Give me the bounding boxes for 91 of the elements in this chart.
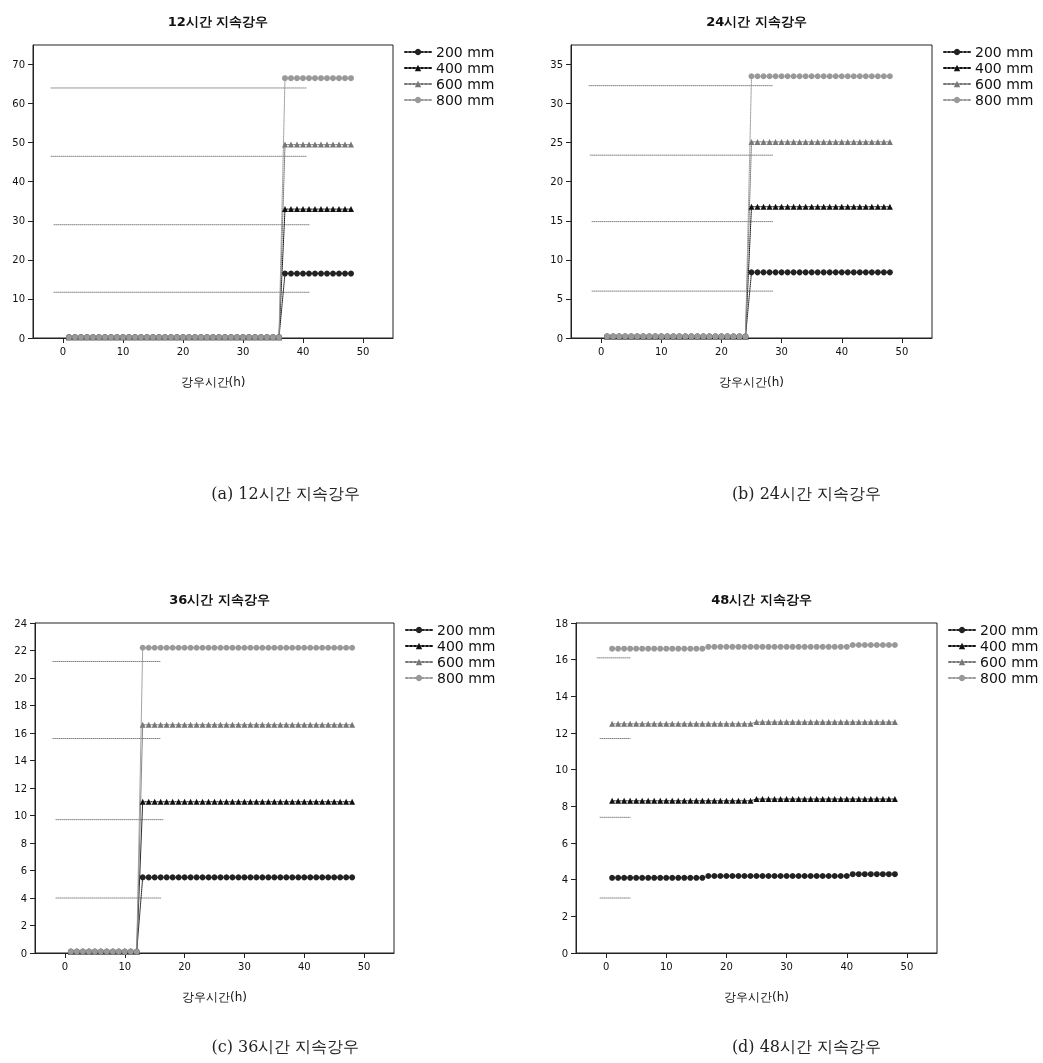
y-tick-label: 5 <box>556 293 563 305</box>
x-tick-label: 20 <box>178 960 191 972</box>
y-tick-label: 16 <box>14 727 27 739</box>
x-tick-label: 10 <box>116 345 130 357</box>
x-tick-label: 50 <box>356 345 370 357</box>
y-tick-label: 2 <box>561 910 568 922</box>
legend-label: 400 mm <box>437 638 496 654</box>
y-tick-label: 0 <box>556 332 563 344</box>
x-tick-label: 30 <box>236 345 250 357</box>
y-tick-label: 16 <box>555 654 568 666</box>
y-tick-label: 18 <box>14 700 27 711</box>
x-tick-label: 0 <box>61 960 69 972</box>
y-tick-label: 14 <box>555 690 568 702</box>
x-tick-label: 40 <box>297 960 311 972</box>
y-tick-label: 2 <box>20 920 27 931</box>
x-tick-label: 40 <box>835 345 849 357</box>
y-tick-label: 10 <box>550 254 563 266</box>
legend-label: 400 mm <box>980 638 1039 654</box>
x-tick-label: 40 <box>296 345 310 357</box>
y-tick-label: 30 <box>12 215 25 227</box>
legend-label: 600 mm <box>980 654 1039 670</box>
legend-label: 400 mm <box>436 60 495 76</box>
y-tick-label: 24 <box>14 617 27 629</box>
y-tick-label: 10 <box>14 810 27 821</box>
y-tick-label: 60 <box>12 98 25 110</box>
y-tick-label: 8 <box>561 800 568 812</box>
x-tick-label: 50 <box>900 960 914 972</box>
x-tick-label: 20 <box>176 345 190 357</box>
y-tick-label: 10 <box>555 764 568 776</box>
y-tick-label: 70 <box>12 59 25 71</box>
text: (a) 12시간 지속강우 <box>211 483 360 503</box>
y-tick-label: 20 <box>14 672 27 684</box>
chart-title: 48시간 지속강우 <box>711 592 812 607</box>
x-tick-label: 30 <box>238 960 251 972</box>
legend-label: 200 mm <box>975 44 1034 60</box>
x-tick-label: 20 <box>720 960 733 972</box>
x-tick-label: 30 <box>775 345 788 357</box>
legend-label: 800 mm <box>437 670 496 686</box>
y-tick-label: 18 <box>555 617 568 629</box>
x-tick-label: 10 <box>659 960 673 972</box>
x-tick-label: 10 <box>118 960 132 972</box>
y-tick-label: 15 <box>550 215 563 227</box>
legend-label: 200 mm <box>980 622 1039 638</box>
x-tick-label: 30 <box>780 960 793 972</box>
x-axis-title: 강우시간(h) <box>719 375 784 389</box>
x-axis-title: 강우시간(h) <box>182 990 247 1004</box>
legend-label: 600 mm <box>975 76 1034 92</box>
y-tick-label: 22 <box>14 645 27 656</box>
legend-label: 600 mm <box>437 654 496 670</box>
legend-label: 200 mm <box>437 622 496 638</box>
y-tick-label: 6 <box>20 865 27 876</box>
legend-label: 800 mm <box>436 92 495 108</box>
y-tick-label: 14 <box>14 755 27 766</box>
x-tick-label: 50 <box>895 345 909 357</box>
legend-label: 800 mm <box>975 92 1034 108</box>
y-tick-label: 30 <box>550 98 563 110</box>
y-tick-label: 40 <box>12 176 25 188</box>
x-axis-title: 강우시간(h) <box>180 375 246 389</box>
y-tick-label: 0 <box>18 332 25 344</box>
x-tick-label: 0 <box>59 345 67 357</box>
y-tick-label: 6 <box>561 837 568 849</box>
y-tick-label: 0 <box>20 947 27 959</box>
x-axis-title: 강우시간(h) <box>724 990 789 1004</box>
y-tick-label: 4 <box>561 874 568 886</box>
text: (d) 48시간 지속강우 <box>731 1036 882 1056</box>
text: (c) 36시간 지속강우 <box>211 1036 360 1056</box>
y-tick-label: 8 <box>20 837 27 849</box>
text: (b) 24시간 지속강우 <box>731 483 882 503</box>
y-tick-label: 12 <box>14 782 27 794</box>
legend-label: 600 mm <box>436 76 495 92</box>
x-tick-label: 10 <box>654 345 668 357</box>
legend-label: 400 mm <box>975 60 1034 76</box>
chart-title: 12시간 지속강우 <box>167 14 269 29</box>
chart-title: 36시간 지속강우 <box>169 592 270 607</box>
y-tick-label: 20 <box>12 254 25 266</box>
x-tick-label: 20 <box>715 345 728 357</box>
y-tick-label: 10 <box>12 293 25 305</box>
y-tick-label: 0 <box>561 947 568 959</box>
y-tick-label: 4 <box>20 892 27 904</box>
y-tick-label: 35 <box>550 59 563 71</box>
x-tick-label: 40 <box>840 960 854 972</box>
y-tick-label: 50 <box>12 137 25 149</box>
legend-label: 800 mm <box>980 670 1039 686</box>
x-tick-label: 0 <box>602 960 610 972</box>
x-tick-label: 50 <box>357 960 371 972</box>
x-tick-label: 0 <box>597 345 605 357</box>
y-tick-label: 20 <box>550 176 563 188</box>
y-tick-label: 25 <box>550 137 563 149</box>
y-tick-label: 12 <box>555 727 568 739</box>
chart-title: 24시간 지속강우 <box>706 14 807 29</box>
legend-label: 200 mm <box>436 44 495 60</box>
